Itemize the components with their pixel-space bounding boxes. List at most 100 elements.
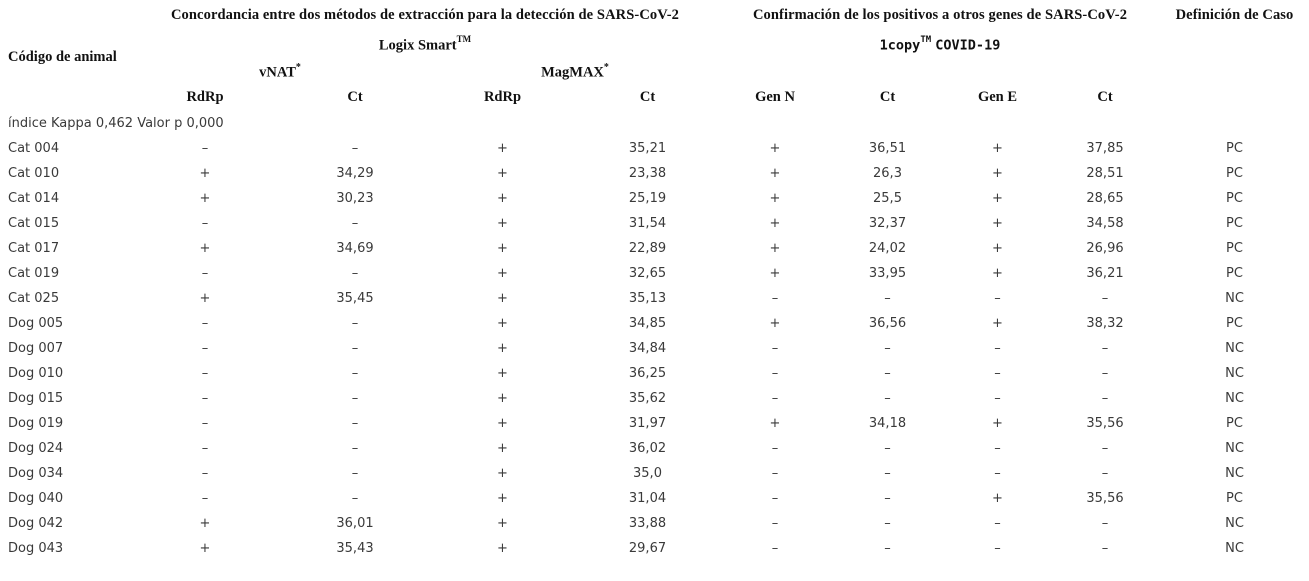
gen-n-ct-cell: 33,95 [868, 266, 907, 281]
vnat-rdrp-result-cell: – [201, 466, 209, 481]
table-row: Dog 034 – – + 35,0 – – – – NC [0, 461, 1309, 486]
spacer-cell [1160, 60, 1309, 84]
magmax-ct-cell: 35,13 [628, 291, 667, 306]
gen-n-ct-cell: – [884, 541, 891, 556]
gen-e-result-cell: – [994, 291, 1001, 306]
col-header-gen-e: Gen E [977, 88, 1018, 105]
gen-n-result-cell: – [771, 341, 779, 356]
gen-e-ct-cell: – [1101, 291, 1109, 306]
vnat-rdrp-result-cell: – [201, 491, 209, 506]
magmax-rdrp-result-cell: + [497, 166, 508, 181]
group-header-row: Concordancia entre dos métodos de extrac… [0, 0, 1309, 30]
vnat-rdrp-result-cell: – [201, 416, 209, 431]
kit-name-suffix: COVID-19 [935, 37, 1001, 54]
magmax-ct-cell: 23,38 [628, 166, 667, 181]
magmax-ct-cell: 35,21 [628, 141, 667, 156]
magmax-ct-cell: 25,19 [628, 191, 667, 206]
table-row: Cat 019 – – + 32,65 + 33,95 + 36,21 PC [0, 261, 1309, 286]
case-definition-cell: NC [1225, 391, 1244, 406]
gen-e-ct-cell: – [1101, 441, 1109, 456]
gen-e-ct-cell: 38,32 [1086, 316, 1124, 331]
case-definition-cell: PC [1226, 141, 1243, 156]
kit-header-row: Código de animal Logix SmartTM 1copyTM C… [0, 30, 1309, 65]
magmax-ct-cell: 32,65 [628, 266, 667, 281]
magmax-ct-cell: 36,02 [628, 441, 667, 456]
gen-e-ct-cell: 28,65 [1086, 191, 1124, 206]
gen-e-ct-cell: 35,56 [1086, 491, 1124, 506]
gen-n-result-cell: – [771, 541, 779, 556]
gen-e-result-cell: + [992, 166, 1003, 181]
method-header-row: vNAT* MagMAX* [0, 60, 1309, 84]
gen-e-ct-cell: – [1101, 466, 1109, 481]
magmax-rdrp-result-cell: + [497, 516, 508, 531]
animal-code-cell: Cat 019 [8, 266, 60, 281]
magmax-rdrp-result-cell: + [497, 441, 508, 456]
gen-e-ct-cell: – [1101, 516, 1109, 531]
spacer-cell [0, 0, 130, 30]
gen-n-result-cell: + [769, 266, 781, 281]
gen-e-result-cell: + [992, 141, 1003, 156]
animal-code-cell: Dog 043 [8, 541, 64, 556]
case-definition-cell: NC [1225, 516, 1244, 531]
magmax-rdrp-result-cell: + [497, 141, 508, 156]
animal-code-cell: Cat 017 [8, 241, 60, 256]
gen-e-ct-cell: 35,56 [1086, 416, 1124, 431]
col-header-ct-gen-n: Ct [879, 88, 896, 105]
kit-header-logix-smart: Logix SmartTM [130, 30, 720, 60]
case-definition-cell: NC [1225, 291, 1244, 306]
magmax-rdrp-result-cell: + [497, 416, 508, 431]
concordance-results-table: Concordancia entre dos métodos de extrac… [0, 0, 1309, 557]
vnat-ct-cell: – [351, 491, 359, 506]
vnat-ct-cell: 34,29 [336, 166, 374, 181]
vnat-rdrp-result-cell: – [201, 341, 209, 356]
spacer-cell [720, 60, 1160, 84]
case-definition-cell: NC [1225, 441, 1244, 456]
gen-n-result-cell: + [769, 191, 781, 206]
vnat-ct-cell: – [351, 341, 359, 356]
animal-code-cell: Dog 005 [8, 316, 64, 331]
magmax-rdrp-result-cell: + [497, 291, 508, 306]
gen-n-ct-cell: – [884, 391, 891, 406]
vnat-ct-cell: – [351, 416, 359, 431]
col-header-rdrp-vnat: RdRp [186, 88, 224, 105]
case-definition-cell: NC [1225, 466, 1244, 481]
gen-n-result-cell: – [771, 516, 779, 531]
animal-code-cell: Cat 004 [8, 141, 60, 156]
table-row: Cat 014 + 30,23 + 25,19 + 25,5 + 28,65 P… [0, 186, 1309, 211]
magmax-ct-cell: 34,84 [628, 341, 667, 356]
group-title-case-definition: Definición de Caso [1175, 6, 1294, 23]
kit-name: Logix Smart [378, 37, 457, 54]
gen-e-ct-cell: 28,51 [1086, 166, 1124, 181]
case-definition-cell: PC [1226, 416, 1243, 431]
gen-n-result-cell: + [769, 241, 781, 256]
vnat-ct-cell: 36,01 [336, 516, 374, 531]
trademark-superscript: TM [456, 33, 472, 44]
vnat-ct-cell: – [351, 466, 359, 481]
case-definition-cell: NC [1225, 541, 1244, 556]
table-row: Cat 004 – – + 35,21 + 36,51 + 37,85 PC [0, 136, 1309, 161]
magmax-rdrp-result-cell: + [497, 241, 508, 256]
method-header-magmax: MagMAX* [430, 60, 720, 84]
gen-n-result-cell: – [771, 441, 779, 456]
vnat-rdrp-result-cell: – [201, 141, 209, 156]
vnat-rdrp-result-cell: – [201, 316, 209, 331]
gen-n-result-cell: + [769, 166, 781, 181]
vnat-rdrp-result-cell: + [199, 291, 211, 306]
animal-code-cell: Cat 014 [8, 191, 60, 206]
animal-code-cell: Cat 010 [8, 166, 60, 181]
table-row: Cat 015 – – + 31,54 + 32,37 + 34,58 PC [0, 211, 1309, 236]
col-header-ct-gen-e: Ct [1097, 88, 1113, 105]
gen-e-result-cell: – [994, 441, 1001, 456]
vnat-ct-cell: 35,45 [336, 291, 374, 306]
gen-n-ct-cell: – [884, 341, 891, 356]
gen-e-result-cell: + [992, 191, 1003, 206]
kappa-note: índice Kappa 0,462 Valor p 0,000 [8, 115, 224, 131]
kit-header-1copy: 1copyTM COVID-19 [720, 30, 1160, 60]
animal-code-cell: Dog 042 [8, 516, 64, 531]
gen-n-result-cell: + [769, 216, 781, 231]
case-definition-cell: PC [1226, 216, 1243, 231]
vnat-rdrp-result-cell: + [199, 191, 211, 206]
magmax-rdrp-result-cell: + [497, 266, 508, 281]
table-row: Cat 010 + 34,29 + 23,38 + 26,3 + 28,51 P… [0, 161, 1309, 186]
gen-e-ct-cell: – [1101, 366, 1109, 381]
